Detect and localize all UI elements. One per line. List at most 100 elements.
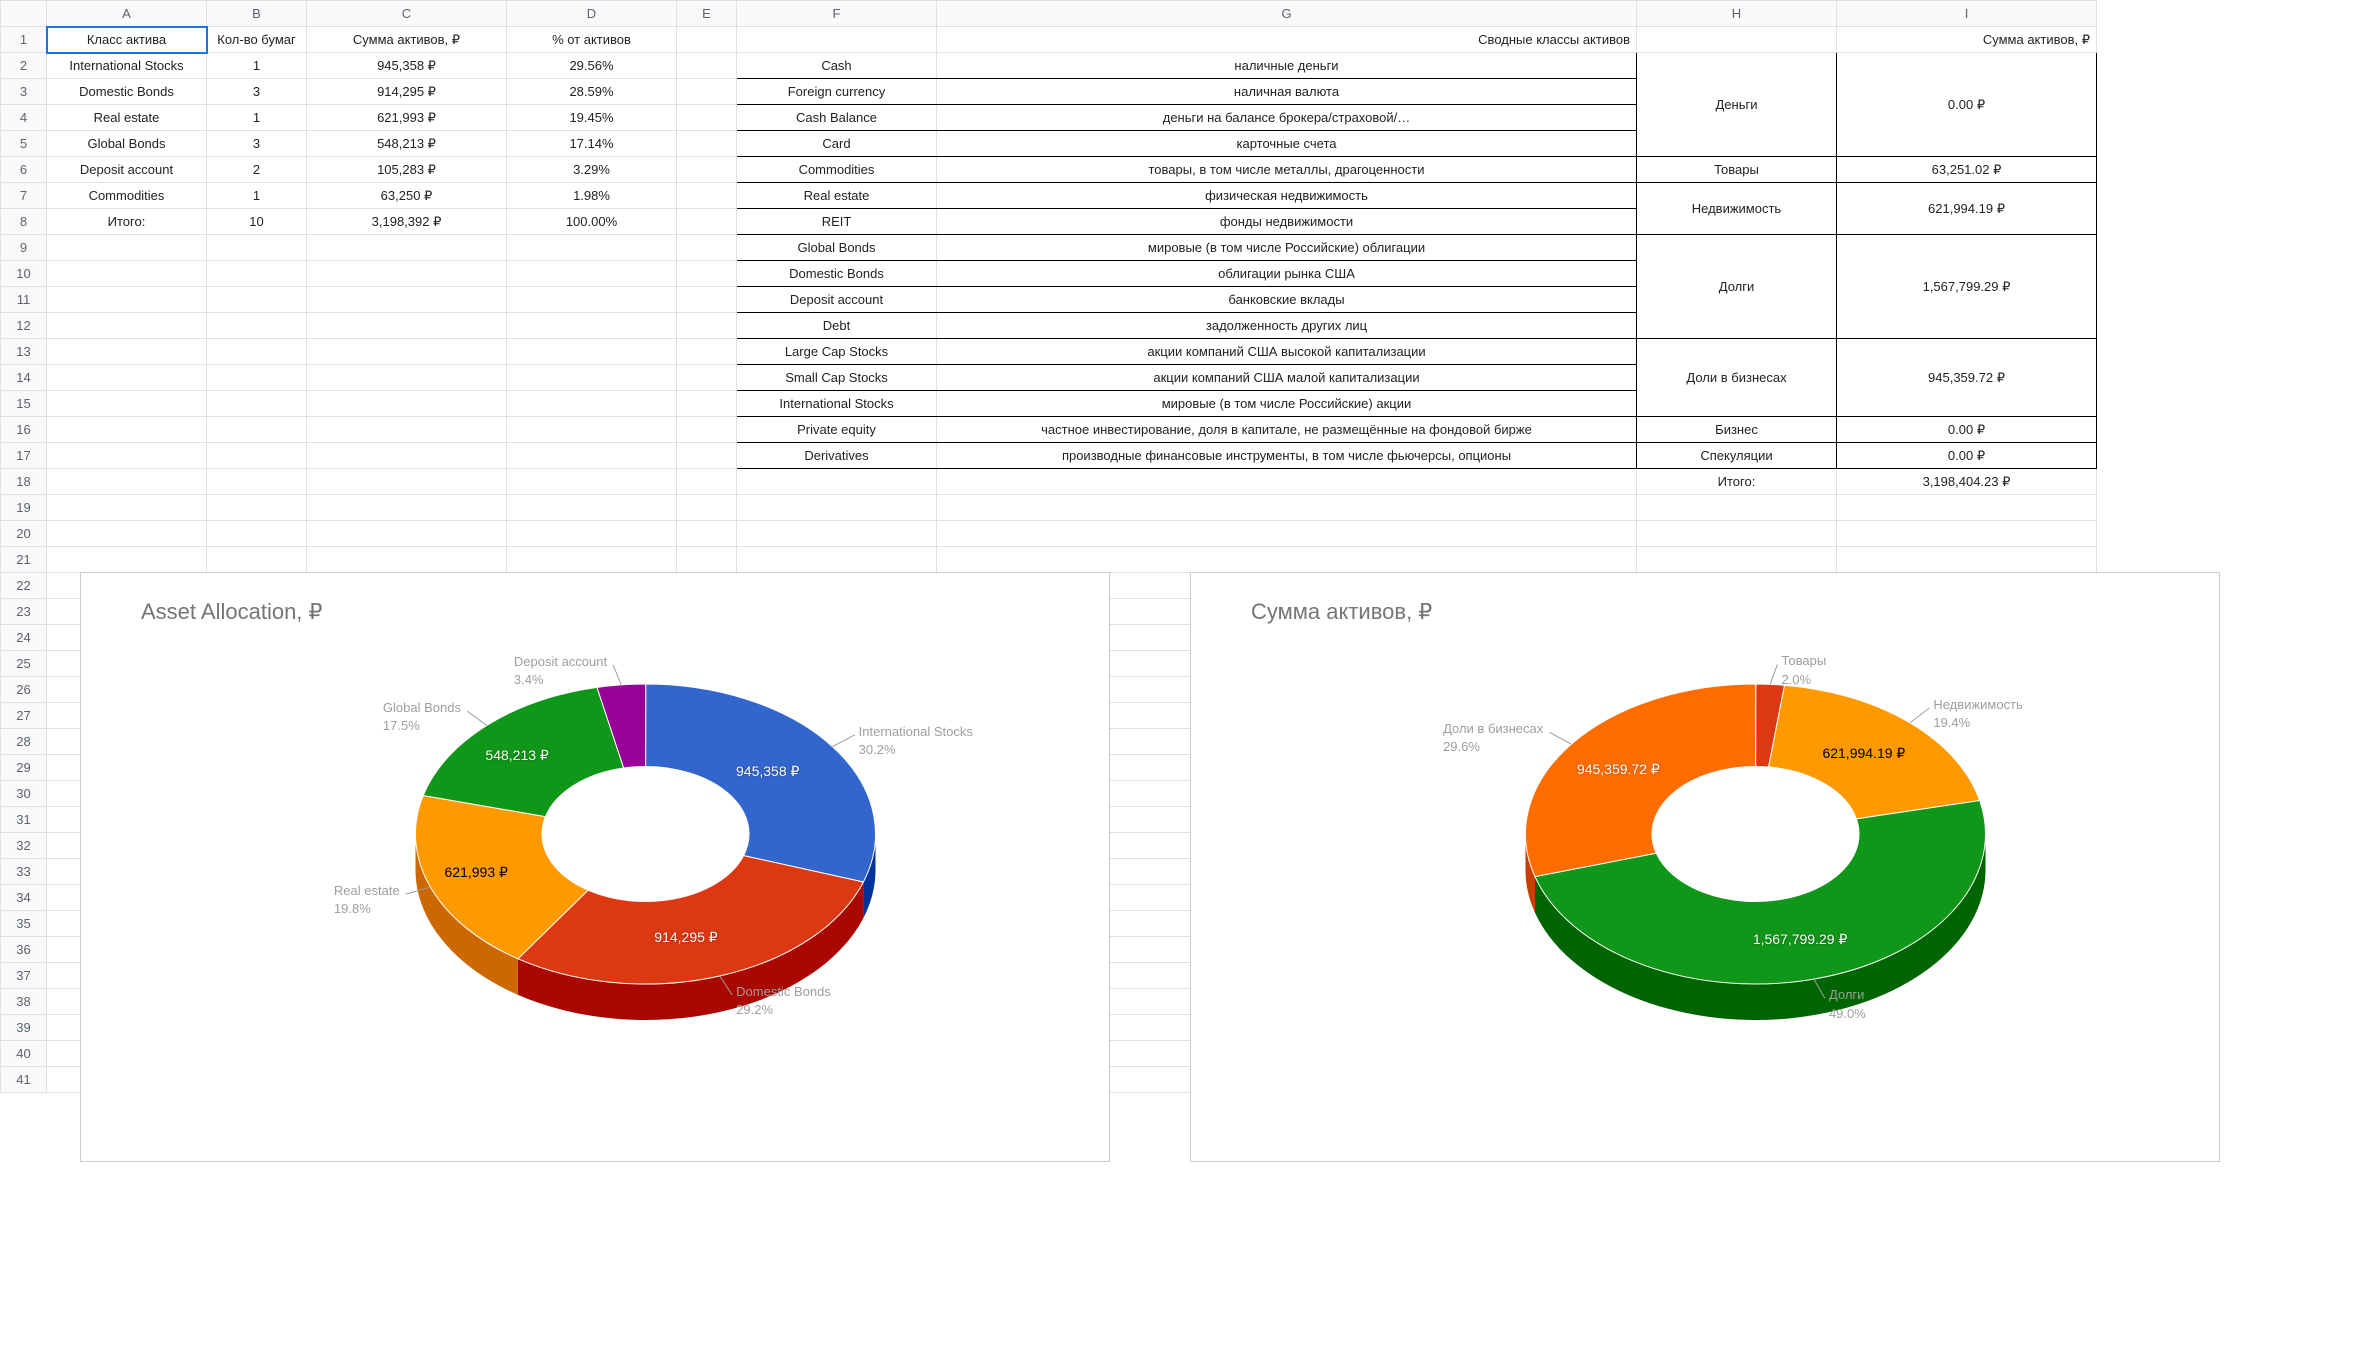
cell[interactable]: акции компаний США высокой капитализации <box>937 339 1637 365</box>
cell[interactable] <box>507 235 677 261</box>
cell[interactable]: Cash Balance <box>737 105 937 131</box>
cell[interactable]: Large Cap Stocks <box>737 339 937 365</box>
cell[interactable]: Класс актива <box>47 27 207 53</box>
cell[interactable]: Deposit account <box>737 287 937 313</box>
cell[interactable]: 0.00 ₽ <box>1837 443 2097 469</box>
row-header[interactable]: 7 <box>1 183 47 209</box>
cell[interactable] <box>307 469 507 495</box>
cell[interactable] <box>677 105 737 131</box>
row-header[interactable]: 6 <box>1 157 47 183</box>
cell[interactable] <box>677 131 737 157</box>
cell[interactable]: 3,198,404.23 ₽ <box>1837 469 2097 495</box>
cell[interactable] <box>47 261 207 287</box>
cell[interactable]: Товары <box>1637 157 1837 183</box>
cell[interactable]: фонды недвижимости <box>937 209 1637 235</box>
cell[interactable] <box>507 287 677 313</box>
cell[interactable] <box>677 261 737 287</box>
cell[interactable] <box>507 313 677 339</box>
cell[interactable]: 621,993 ₽ <box>307 105 507 131</box>
cell[interactable]: Спекуляции <box>1637 443 1837 469</box>
cell[interactable] <box>307 495 507 521</box>
row-header[interactable]: 38 <box>1 989 47 1015</box>
cell[interactable] <box>1637 27 1837 53</box>
cell[interactable]: Real estate <box>47 105 207 131</box>
cell[interactable]: Commodities <box>737 157 937 183</box>
cell[interactable]: 0.00 ₽ <box>1837 53 2097 157</box>
row-header[interactable]: 9 <box>1 235 47 261</box>
cell[interactable]: 28.59% <box>507 79 677 105</box>
cell[interactable]: 914,295 ₽ <box>307 79 507 105</box>
row-header[interactable]: 19 <box>1 495 47 521</box>
row-header[interactable]: 30 <box>1 781 47 807</box>
cell[interactable]: Commodities <box>47 183 207 209</box>
cell[interactable]: физическая недвижимость <box>937 183 1637 209</box>
row-header[interactable]: 20 <box>1 521 47 547</box>
cell[interactable]: Global Bonds <box>47 131 207 157</box>
cell[interactable] <box>677 287 737 313</box>
cell[interactable] <box>307 235 507 261</box>
cell[interactable]: Деньги <box>1637 53 1837 157</box>
cell[interactable] <box>937 547 1637 573</box>
col-header[interactable]: A <box>47 1 207 27</box>
cell[interactable] <box>677 183 737 209</box>
cell[interactable] <box>937 495 1637 521</box>
cell[interactable]: задолженность других лиц <box>937 313 1637 339</box>
cell[interactable] <box>207 261 307 287</box>
cell[interactable]: мировые (в том числе Российские) облигац… <box>937 235 1637 261</box>
cell[interactable] <box>507 417 677 443</box>
cell[interactable] <box>47 547 207 573</box>
cell[interactable]: Долги <box>1637 235 1837 339</box>
cell[interactable]: частное инвестирование, доля в капитале,… <box>937 417 1637 443</box>
row-header[interactable]: 12 <box>1 313 47 339</box>
cell[interactable]: Deposit account <box>47 157 207 183</box>
col-header[interactable]: E <box>677 1 737 27</box>
row-header[interactable]: 5 <box>1 131 47 157</box>
cell[interactable] <box>307 391 507 417</box>
cell[interactable]: 1 <box>207 183 307 209</box>
row-header[interactable]: 25 <box>1 651 47 677</box>
cell[interactable]: 63,250 ₽ <box>307 183 507 209</box>
row-header[interactable]: 23 <box>1 599 47 625</box>
row-header[interactable]: 32 <box>1 833 47 859</box>
cell[interactable] <box>507 443 677 469</box>
cell[interactable] <box>737 547 937 573</box>
cell[interactable]: Бизнес <box>1637 417 1837 443</box>
cell[interactable] <box>47 391 207 417</box>
cell[interactable]: 100.00% <box>507 209 677 235</box>
cell[interactable] <box>47 313 207 339</box>
cell[interactable] <box>677 313 737 339</box>
col-header[interactable]: I <box>1837 1 2097 27</box>
cell[interactable]: Сумма активов, ₽ <box>1837 27 2097 53</box>
cell[interactable] <box>307 365 507 391</box>
cell[interactable]: Сумма активов, ₽ <box>307 27 507 53</box>
cell[interactable]: Global Bonds <box>737 235 937 261</box>
cell[interactable] <box>1837 521 2097 547</box>
cell[interactable] <box>677 53 737 79</box>
row-header[interactable]: 1 <box>1 27 47 53</box>
col-header[interactable]: H <box>1637 1 1837 27</box>
cell[interactable]: 0.00 ₽ <box>1837 417 2097 443</box>
cell[interactable]: 63,251.02 ₽ <box>1837 157 2097 183</box>
cell[interactable] <box>1837 495 2097 521</box>
cell[interactable]: Кол-во бумаг <box>207 27 307 53</box>
cell[interactable] <box>737 469 937 495</box>
row-header[interactable]: 35 <box>1 911 47 937</box>
cell[interactable] <box>737 521 937 547</box>
cell[interactable]: 29.56% <box>507 53 677 79</box>
cell[interactable] <box>47 287 207 313</box>
row-header[interactable]: 27 <box>1 703 47 729</box>
cell[interactable] <box>507 495 677 521</box>
cell[interactable]: Card <box>737 131 937 157</box>
cell[interactable] <box>677 235 737 261</box>
cell[interactable]: товары, в том числе металлы, драгоценнос… <box>937 157 1637 183</box>
cell[interactable]: 1,567,799.29 ₽ <box>1837 235 2097 339</box>
cell[interactable]: деньги на балансе брокера/страховой/… <box>937 105 1637 131</box>
cell[interactable] <box>507 391 677 417</box>
cell[interactable]: Private equity <box>737 417 937 443</box>
cell[interactable] <box>207 521 307 547</box>
cell[interactable] <box>677 547 737 573</box>
cell[interactable]: Derivatives <box>737 443 937 469</box>
cell[interactable] <box>677 365 737 391</box>
cell[interactable]: Сводные классы активов <box>937 27 1637 53</box>
col-header[interactable]: B <box>207 1 307 27</box>
